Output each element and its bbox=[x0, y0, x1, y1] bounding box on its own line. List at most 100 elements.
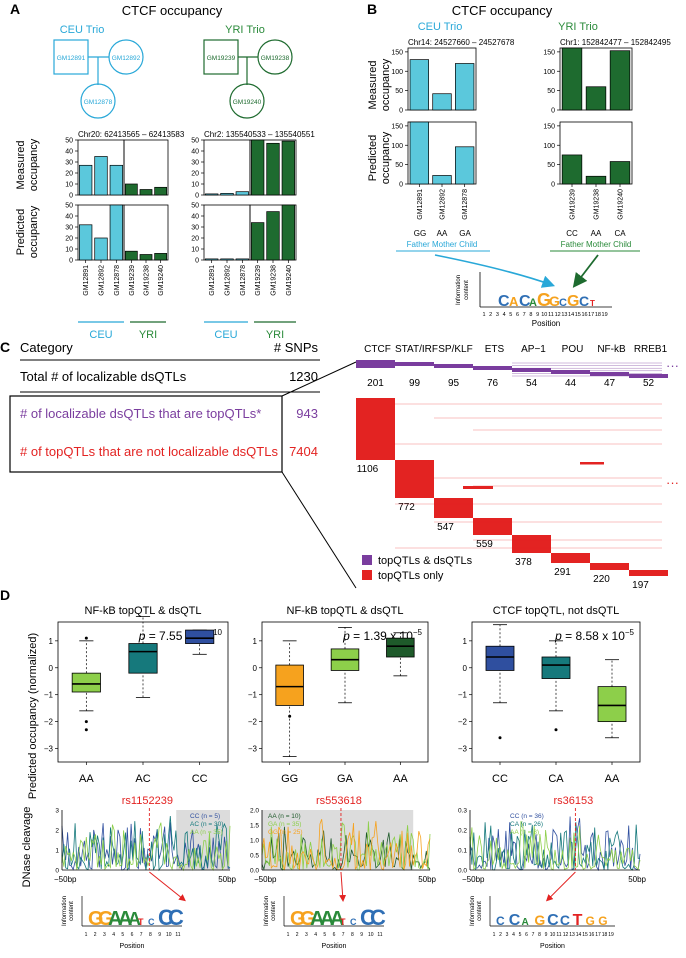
b-yri-genotype: CA bbox=[614, 229, 626, 238]
purple-count: 47 bbox=[604, 378, 616, 389]
panel-a-bars: Chr20: 62413565 – 62413583 50 40 30 20 10 0 50 4… bbox=[65, 130, 315, 296]
red-count: 547 bbox=[437, 522, 454, 533]
logo-letter: C bbox=[168, 905, 184, 930]
snp-arrow bbox=[339, 871, 347, 902]
y-tick-label: 150 bbox=[391, 123, 403, 130]
logo-position-label: 2 bbox=[296, 932, 299, 938]
cleavage-trace bbox=[261, 819, 431, 871]
red-block bbox=[434, 498, 473, 518]
trace-legend-entry: CA (n = 26) bbox=[510, 821, 543, 828]
x-tick-label: GM19240 bbox=[158, 265, 165, 296]
svg-text:G: G bbox=[567, 293, 579, 310]
logo-letter: G bbox=[300, 908, 316, 930]
panel-a-title: CTCF occupancy bbox=[122, 3, 223, 18]
y-tick-label: −2 bbox=[248, 718, 258, 727]
y-tick-label: 100 bbox=[391, 69, 403, 76]
y-tick-label: 50 bbox=[191, 203, 199, 210]
y-tick-label: 50 bbox=[191, 138, 199, 145]
y-tick-label: 10 bbox=[65, 247, 73, 254]
d-dnase-ylabel: DNase cleavage bbox=[21, 807, 33, 888]
boxplot-title: NF-kB topQTL & dsQTL bbox=[287, 605, 404, 617]
logo-position-label: 9 bbox=[545, 932, 548, 938]
logo-position-label: 10 bbox=[541, 312, 547, 318]
logo-position-label: 4 bbox=[503, 312, 506, 318]
x-tick-label: GM19239 bbox=[570, 189, 577, 220]
logo-letter: C bbox=[148, 917, 155, 927]
bar bbox=[561, 47, 583, 111]
trace-tick-label: 0.2 bbox=[458, 828, 467, 835]
c-row-top: # of localizable dsQTLs that are topQTLs… bbox=[20, 406, 261, 421]
y-tick-label: 0 bbox=[49, 664, 54, 673]
logo-position-label: 6 bbox=[333, 932, 336, 938]
y-tick-label: 0 bbox=[551, 108, 555, 115]
x-tick-label: GM12891 bbox=[417, 189, 424, 220]
x-tick-label: GM19238 bbox=[144, 265, 151, 296]
logo-position-label: 11 bbox=[175, 932, 180, 938]
svg-text:A: A bbox=[529, 297, 537, 309]
trace-legend-entry: AA (n = 35) bbox=[190, 829, 223, 836]
logo-letter: A bbox=[522, 917, 529, 928]
y-tick-label: −3 bbox=[44, 745, 54, 754]
snp-label: rs36153 bbox=[554, 795, 594, 807]
bar bbox=[94, 237, 108, 261]
c-row-total: Total # of localizable dsQTLs bbox=[20, 369, 187, 384]
logo-position-label: 8 bbox=[149, 932, 152, 938]
bar bbox=[455, 63, 475, 111]
trace-right-label: 50bp bbox=[418, 875, 436, 884]
trace-tick-label: 1 bbox=[55, 848, 59, 855]
logo-letter: G bbox=[88, 908, 104, 930]
box bbox=[128, 643, 158, 674]
a2-yri-group-label: YRI bbox=[266, 329, 284, 341]
cleavage-trace bbox=[469, 821, 641, 871]
trace-left-label: −50bp bbox=[54, 875, 77, 884]
box bbox=[386, 637, 415, 658]
trace-legend-entry: AA (n = 8) bbox=[510, 829, 539, 836]
box bbox=[485, 645, 515, 671]
bar bbox=[281, 204, 295, 261]
b-yri-genotype: CC bbox=[566, 229, 578, 238]
logo-letter: C bbox=[496, 914, 505, 928]
logo-letter: G bbox=[585, 914, 594, 928]
y-tick-label: 150 bbox=[543, 49, 555, 56]
bar bbox=[585, 86, 607, 111]
red-count: 772 bbox=[398, 502, 415, 513]
trace-tick-label: 3 bbox=[55, 808, 59, 815]
logo-letter: C bbox=[360, 905, 376, 930]
purple-block bbox=[434, 364, 473, 368]
logo-letter: A bbox=[320, 908, 334, 930]
bar bbox=[79, 164, 93, 196]
b-measured-label-2: occupancy bbox=[380, 58, 392, 111]
b-yri-roles: Father Mother Child bbox=[561, 240, 632, 249]
bar bbox=[609, 161, 631, 185]
trace-legend-entry: GG (n = 25) bbox=[268, 829, 303, 836]
y-tick-label: 100 bbox=[543, 69, 555, 76]
logo-ylabel: Information bbox=[264, 896, 270, 926]
category-label: CA bbox=[548, 773, 564, 785]
b-ceu-arrow bbox=[434, 254, 556, 288]
logo-position-label: 3 bbox=[496, 312, 499, 318]
logo-letter: G bbox=[98, 908, 114, 930]
panel-b-title: CTCF occupancy bbox=[452, 3, 553, 18]
y-tick-label: 20 bbox=[191, 236, 199, 243]
logo-position-label: 7 bbox=[140, 932, 143, 938]
y-tick-label: 0 bbox=[69, 258, 73, 265]
bar bbox=[281, 140, 295, 196]
panel-d-letter: D bbox=[0, 587, 10, 603]
logo-position-label: 9 bbox=[158, 932, 161, 938]
y-tick-label: 0 bbox=[195, 258, 199, 265]
c-col-category: Category bbox=[20, 340, 73, 355]
b-ceu-genotype: GG bbox=[414, 229, 426, 238]
chart-subtitle: Chr1: 152842477 – 152842495 bbox=[560, 38, 671, 47]
y-tick-label: 30 bbox=[191, 225, 199, 232]
purple-count: 76 bbox=[487, 378, 499, 389]
y-tick-label: 40 bbox=[191, 214, 199, 221]
svg-text:C: C bbox=[559, 297, 567, 309]
cleavage-trace bbox=[261, 821, 431, 871]
logo-position-label: 7 bbox=[523, 312, 526, 318]
purple-block bbox=[356, 360, 395, 368]
logo-position-label: 4 bbox=[512, 932, 515, 938]
bar bbox=[585, 175, 607, 185]
bar bbox=[109, 164, 123, 196]
svg-text:G: G bbox=[549, 293, 560, 309]
